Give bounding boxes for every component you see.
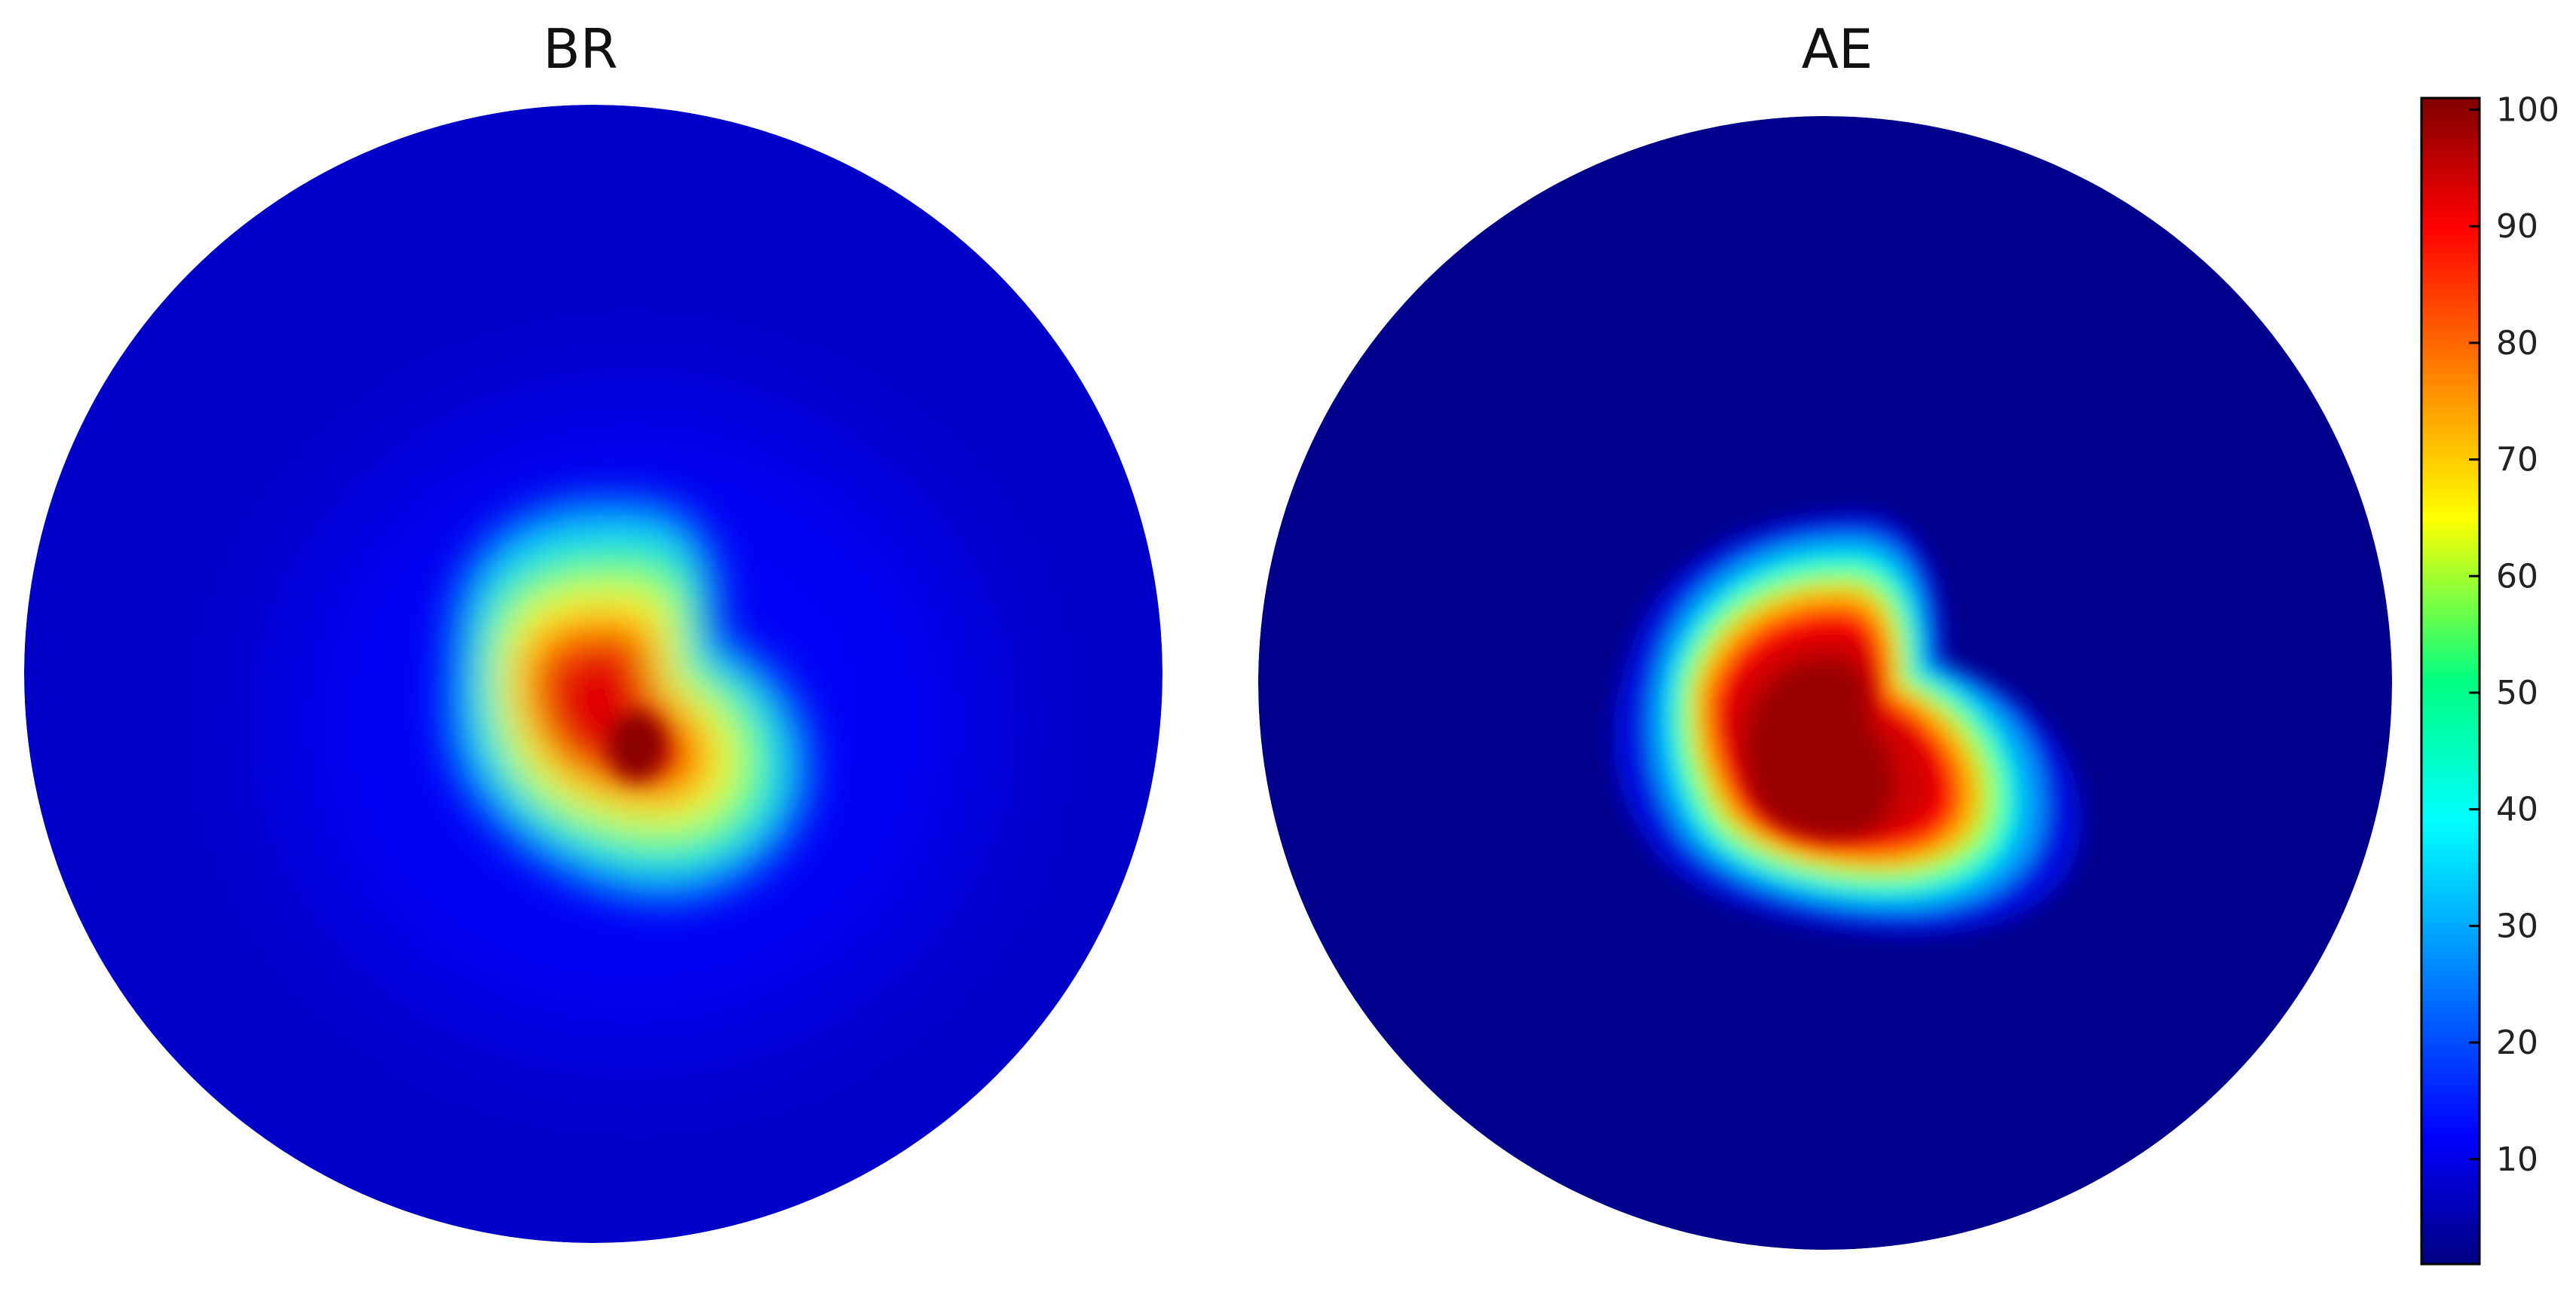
heatmap-ae (1258, 116, 2392, 1250)
colorbar-tick-label: 10 (2496, 1140, 2538, 1179)
panel-br: BR (24, 17, 1162, 1243)
colorbar-tick-label: 20 (2496, 1024, 2538, 1062)
panel-title-br: BR (543, 17, 617, 81)
colorbar-gradient (2420, 96, 2481, 1266)
colorbar-tick-label: 80 (2496, 324, 2538, 363)
panel-title-ae: AE (1802, 17, 1873, 81)
ae-peak-core (1746, 659, 1894, 838)
colorbar-tick-label: 40 (2496, 791, 2538, 829)
colorbar-tick-label: 100 (2496, 90, 2559, 129)
heatmap-br (24, 105, 1162, 1243)
colorbar-ticks: 10 20 30 40 50 60 70 80 90 100 (2469, 90, 2559, 1179)
colorbar: 10 20 30 40 50 60 70 80 90 100 (2420, 90, 2559, 1266)
colorbar-tick-label: 50 (2496, 674, 2538, 712)
colorbar-tick-label: 30 (2496, 907, 2538, 945)
panel-ae: AE (1258, 17, 2392, 1250)
br-peak-core (608, 712, 666, 781)
colorbar-tick-label: 60 (2496, 557, 2538, 595)
colorbar-tick-label: 90 (2496, 207, 2538, 246)
colorbar-tick-label: 70 (2496, 441, 2538, 479)
